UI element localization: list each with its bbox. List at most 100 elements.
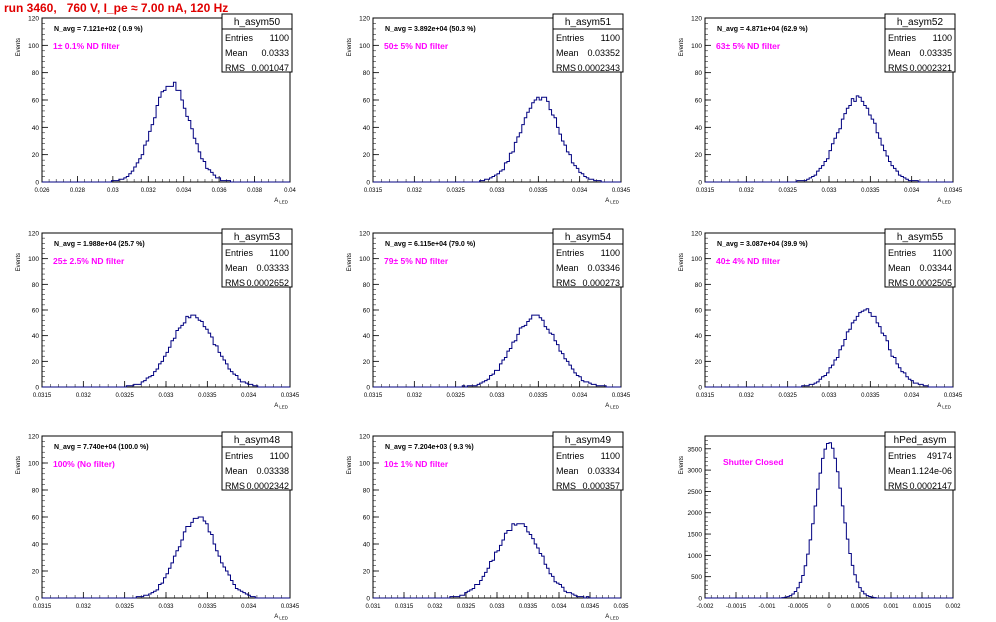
filter-label: 50± 5% ND filter <box>384 41 449 51</box>
stats-box <box>221 13 293 73</box>
x-tick-label: 0.032 <box>407 188 423 194</box>
y-tick-label: 100 <box>359 43 370 50</box>
x-tick-label: 0.0005 <box>851 604 870 610</box>
y-tick-label: 20 <box>363 152 371 159</box>
y-tick-label: 100 <box>691 43 702 50</box>
x-tick-label: 0.033 <box>821 393 837 399</box>
stats-rms-value: 0.000273 <box>582 278 620 288</box>
y-tick-label: 60 <box>695 308 703 315</box>
y-tick-label: 20 <box>363 359 371 366</box>
stats-mean-value: 0.0333 <box>261 48 289 58</box>
filter-label: Shutter Closed <box>723 457 783 467</box>
navg-label: N_avg = 7.740e+04 (100.0 %) <box>54 444 149 451</box>
stats-entries-value: 1100 <box>270 248 289 258</box>
y-tick-label: 100 <box>28 256 39 263</box>
x-tick-label: 0.0325 <box>778 188 797 194</box>
stats-mean-label: Mean <box>556 48 579 58</box>
y-tick-label: 100 <box>28 43 39 50</box>
y-tick-label: 60 <box>32 515 40 522</box>
histogram-name: h_asym53 <box>234 232 281 243</box>
stats-rms-value: 0.0002321 <box>909 63 952 73</box>
stats-mean-value: 0.03344 <box>919 263 952 273</box>
stats-entries-value: 1100 <box>933 248 952 258</box>
x-tick-label: 0.0015 <box>913 604 932 610</box>
y-tick-label: 100 <box>359 256 370 263</box>
y-tick-label: 120 <box>691 16 702 23</box>
x-tick-label: 0.033 <box>158 604 174 610</box>
x-tick-label: 0.032 <box>427 604 443 610</box>
y-axis-label: Events <box>679 253 685 271</box>
x-tick-label: 0.0315 <box>33 393 52 399</box>
stats-entries-label: Entries <box>225 451 254 461</box>
stats-box <box>221 228 293 288</box>
x-axis-label: ALED <box>605 614 620 621</box>
y-axis-label: Events <box>347 456 353 474</box>
histogram-name: h_asym49 <box>565 435 612 446</box>
y-tick-label: 40 <box>32 333 40 340</box>
x-tick-label: 0.0315 <box>696 393 715 399</box>
stats-entries-label: Entries <box>888 248 917 258</box>
stats-box <box>552 431 624 491</box>
x-tick-label: 0.034 <box>904 188 920 194</box>
stats-entries-value: 1100 <box>601 33 620 43</box>
stats-rms-value: 0.001047 <box>251 63 289 73</box>
histogram-line <box>42 81 290 183</box>
navg-label: N_avg = 3.087e+04 (39.9 %) <box>717 241 808 248</box>
filter-label: 63± 5% ND filter <box>716 41 781 51</box>
x-tick-label: 0.034 <box>241 393 257 399</box>
histogram-line <box>373 96 621 183</box>
x-tick-label: 0.034 <box>551 604 567 610</box>
y-tick-label: 2000 <box>688 510 703 517</box>
x-tick-label: 0.038 <box>247 188 263 194</box>
x-tick-label: 0.036 <box>212 188 228 194</box>
navg-label: N_avg = 7.121e+02 ( 0.9 %) <box>54 26 143 33</box>
y-tick-label: 0 <box>698 596 702 603</box>
y-tick-label: 20 <box>32 359 40 366</box>
x-tick-label: 0.031 <box>365 604 381 610</box>
histogram-line <box>705 95 953 183</box>
x-tick-label: 0.0325 <box>446 393 465 399</box>
y-tick-label: 3000 <box>688 468 703 475</box>
y-tick-label: 0 <box>698 385 702 392</box>
stats-entries-label: Entries <box>556 33 585 43</box>
x-tick-label: 0.03 <box>107 188 119 194</box>
x-tick-label: 0.033 <box>489 188 505 194</box>
stats-entries-label: Entries <box>556 451 585 461</box>
y-tick-label: 80 <box>32 282 40 289</box>
y-tick-label: 40 <box>32 542 40 549</box>
x-axis-label: ALED <box>274 198 289 205</box>
y-tick-label: 80 <box>363 282 371 289</box>
stats-mean-label: Mean <box>225 48 248 58</box>
histogram-panel-h_asym49: 0 20 40 60 80 100 120 0.031 0.0315 0.032 0.0325 0.0… <box>347 431 629 621</box>
navg-label: N_avg = 7.204e+03 ( 9.3 %) <box>385 444 474 451</box>
navg-label: N_avg = 1.988e+04 (25.7 %) <box>54 241 145 248</box>
y-tick-label: 20 <box>32 152 40 159</box>
x-tick-label: 0.0315 <box>364 188 383 194</box>
x-tick-label: 0.0345 <box>281 393 300 399</box>
y-tick-label: 20 <box>363 569 371 576</box>
run-title: run 3460, 760 V, I_pe ≈ 7.00 nA, 120 Hz <box>4 1 229 15</box>
histogram-name: h_asym52 <box>897 17 944 28</box>
stats-mean-value: 0.03352 <box>587 48 620 58</box>
x-tick-label: -0.001 <box>758 604 776 610</box>
histogram-panel-h_asym48: 0 20 40 60 80 100 120 0.0315 0.032 0.0325 0.033 0.0… <box>16 431 300 621</box>
x-tick-label: 0.0315 <box>364 393 383 399</box>
stats-rms-label: RMS <box>888 63 908 73</box>
x-tick-label: 0.0335 <box>529 188 548 194</box>
y-axis-label: Events <box>679 456 685 474</box>
stats-box <box>221 431 293 491</box>
y-tick-label: 40 <box>695 333 703 340</box>
y-tick-label: 80 <box>363 70 371 77</box>
stats-rms-label: RMS <box>556 278 576 288</box>
y-tick-label: 0 <box>366 385 370 392</box>
x-tick-label: 0.033 <box>821 188 837 194</box>
x-tick-label: 0.034 <box>572 393 588 399</box>
x-tick-label: 0.033 <box>489 393 505 399</box>
histogram-panel-h_asym52: 0 20 40 60 80 100 120 0.0315 0.032 0.0325 0.033 0.0… <box>679 13 963 205</box>
x-axis-label: ALED <box>605 403 620 410</box>
x-tick-label: 0.0345 <box>612 188 631 194</box>
stats-entries-value: 49174 <box>927 451 952 461</box>
x-tick-label: 0.032 <box>141 188 157 194</box>
x-tick-label: 0.0345 <box>944 393 963 399</box>
